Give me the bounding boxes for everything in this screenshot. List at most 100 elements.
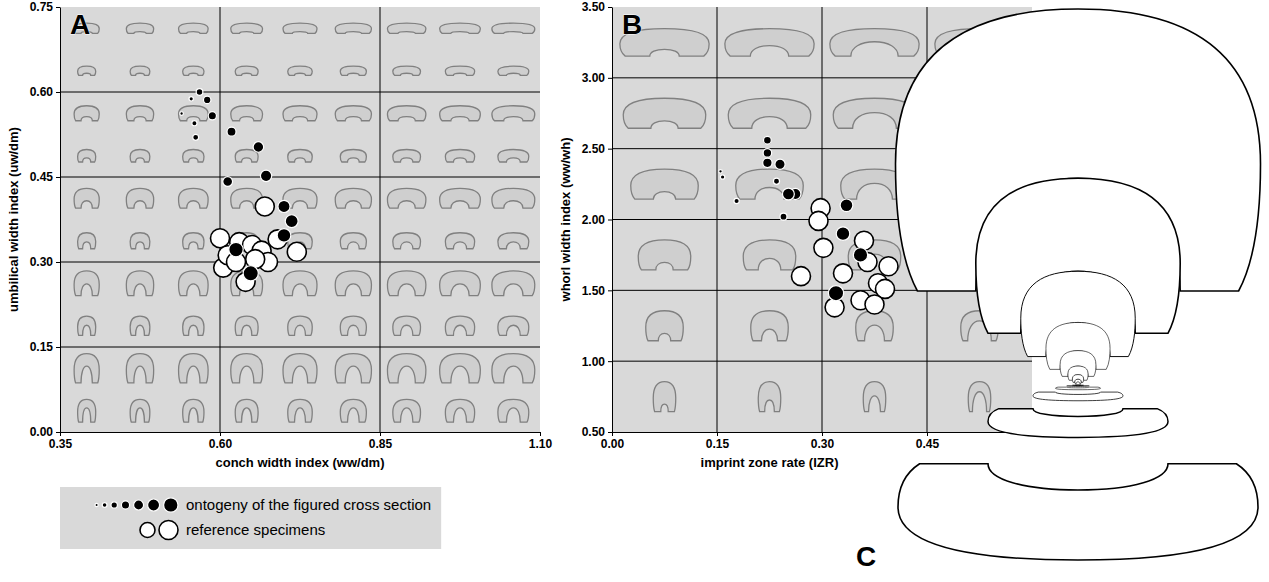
tick: 3.50 [582, 0, 612, 14]
morphospace-shape [440, 188, 481, 208]
panels: 0.350.600.851.100.000.150.300.450.600.75… [6, 0, 1033, 470]
morphospace-shape [74, 106, 99, 121]
morphospace-shape [335, 188, 371, 208]
x-axis: 0.000.150.300.45 [601, 432, 1033, 451]
morphospace-shape [78, 233, 96, 249]
morphospace-shape [340, 399, 366, 422]
tick-mark [56, 7, 60, 8]
morphospace-shape [283, 271, 317, 296]
morphospace-shape [387, 23, 425, 33]
data-point [840, 199, 853, 212]
data-point [189, 97, 193, 101]
whorl-section [1056, 387, 1101, 390]
plot-background [60, 7, 540, 432]
y-axis: 0.00 0.15 0.30 0.45 0.60 0.75 [30, 0, 61, 439]
morphospace-shape [393, 316, 421, 335]
morphospace-shape [235, 399, 258, 422]
tick: 1.50 [582, 284, 612, 298]
whorl-section [1075, 385, 1081, 386]
legend-marker [134, 500, 144, 510]
morphospace-shape [126, 271, 153, 296]
legend-marker [164, 498, 178, 512]
series [211, 197, 307, 291]
morphospace-shape [183, 149, 204, 162]
morphospace-shape [751, 311, 789, 341]
morphospace-shape [856, 311, 894, 341]
morphospace-shape [863, 382, 886, 412]
data-point [734, 198, 739, 203]
data-point [255, 197, 274, 216]
legend-marker [102, 503, 107, 508]
panel-label: B [622, 9, 642, 40]
morphospace-shape [179, 271, 209, 296]
morphospace-shape [283, 106, 317, 121]
whorl-section [988, 409, 1168, 438]
morphospace-shape [130, 149, 150, 162]
morphospace-shape [340, 316, 366, 335]
data-point [763, 158, 772, 167]
morphospace-shape [340, 66, 366, 75]
morphospace-shape [335, 23, 371, 33]
tick-label: 1.10 [529, 437, 553, 451]
morphospace-shape [758, 382, 781, 412]
tick-label: 1.50 [582, 284, 606, 298]
tick: 0.50 [582, 425, 612, 439]
series [792, 199, 899, 317]
series [180, 89, 298, 281]
data-point [780, 213, 787, 220]
tick: 0.45 [30, 170, 60, 184]
grid-line [60, 177, 540, 178]
morphospace-shape [440, 354, 481, 383]
morphospace-shape [183, 66, 204, 75]
tick-label: 0.00 [30, 425, 54, 439]
morphospace-shape [631, 169, 699, 199]
tick-mark [608, 149, 612, 150]
tick: 0.60 [30, 85, 60, 99]
tick-mark [540, 432, 541, 436]
morphospace-shape [74, 354, 99, 383]
y-axis-title: whorl width index (ww/wh) [558, 138, 573, 303]
conch-cross-section: C [856, 9, 1261, 572]
data-point [287, 242, 306, 261]
morphospace-shape [968, 382, 991, 412]
data-point [243, 266, 258, 281]
data-point [196, 89, 203, 96]
data-point [278, 200, 290, 212]
tick-mark [717, 432, 718, 436]
morphospace-shape [288, 149, 312, 162]
panel-label: A [70, 9, 90, 40]
whorl-section [1033, 392, 1123, 401]
morphospace-shape [492, 106, 535, 121]
tick-mark [608, 78, 612, 79]
data-point [180, 112, 184, 116]
tick-mark [56, 92, 60, 93]
legend-label: reference specimens [186, 521, 325, 538]
tick-label: 0.15 [30, 340, 54, 354]
morphospace-shape [393, 66, 421, 75]
tick: 2.00 [582, 213, 612, 227]
data-point [719, 170, 723, 174]
x-axis-title: imprint zone rate (IZR) [701, 455, 839, 470]
morphospace-shape [492, 354, 535, 383]
data-point [853, 248, 867, 262]
morphospace-shape [440, 271, 481, 296]
whorl-section [898, 464, 1258, 560]
morphospace-shape [653, 382, 676, 412]
plot-area [60, 7, 540, 432]
data-point [764, 136, 772, 144]
tick-label: 0.45 [916, 437, 940, 451]
morphospace-shape [498, 399, 529, 422]
whorl-section [1067, 385, 1090, 387]
tick: 0.30 [30, 255, 60, 269]
morphospace-shape [335, 354, 371, 383]
morphospace-shape [393, 399, 421, 422]
tick-label: 0.30 [30, 255, 54, 269]
tick-mark [56, 177, 60, 178]
axis-line [612, 8, 613, 433]
legend-marker [159, 521, 178, 540]
tick: 0.75 [30, 0, 60, 14]
data-point [828, 286, 843, 301]
data-point [775, 159, 785, 169]
tick: 2.50 [582, 142, 612, 156]
morphospace-shape [231, 23, 263, 33]
